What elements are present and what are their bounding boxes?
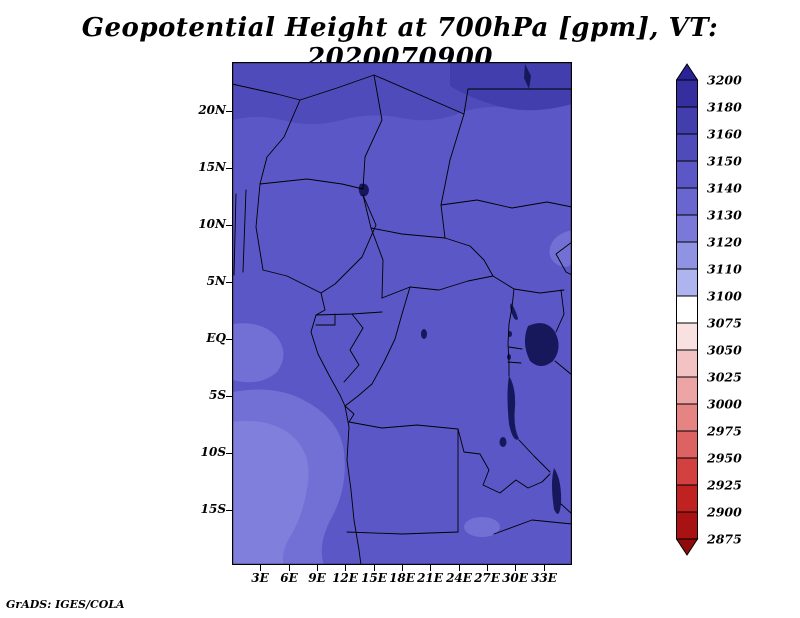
country-borders — [231, 74, 573, 566]
colorbar-segment — [676, 376, 698, 405]
colorbar-segment — [676, 79, 698, 108]
x-tick-mark — [430, 565, 432, 571]
map-svg — [231, 62, 573, 566]
colorbar-label-3100: 3100 — [707, 289, 742, 304]
plot-title: Geopotential Height at 700hPa [gpm], VT:… — [81, 13, 719, 73]
colorbar-label-2950: 2950 — [706, 451, 742, 466]
colorbar-label-3160: 3160 — [707, 127, 742, 142]
colorbar-segment — [676, 430, 698, 459]
y-tick-label-10S: 10S — [200, 445, 226, 459]
colorbar-segment — [676, 160, 698, 189]
field-northeast-dark — [450, 62, 572, 111]
x-tick-label-27E: 27E — [474, 571, 500, 585]
colorbar-label-3050: 3050 — [707, 343, 742, 358]
colorbar-segment — [676, 403, 698, 432]
colorbar-segment — [676, 214, 698, 243]
x-tick-label-18E: 18E — [389, 571, 415, 585]
colorbar-label-2925: 2925 — [706, 478, 742, 493]
map-frame — [232, 62, 572, 565]
colorbar-arrow-up — [675, 63, 699, 81]
lake-mweru — [499, 437, 507, 447]
x-tick-mark — [374, 565, 376, 571]
colorbar-label-3140: 3140 — [707, 181, 742, 196]
y-tick-mark — [226, 396, 232, 398]
colorbar-segment — [676, 322, 698, 351]
lake-chad — [358, 183, 369, 197]
y-tick-mark — [226, 282, 232, 284]
colorbar-segment — [676, 241, 698, 270]
colorbar-segment — [676, 268, 698, 297]
colorbar-label-3000: 3000 — [707, 397, 742, 412]
colorbar-segment — [676, 133, 698, 162]
x-tick-label-12E: 12E — [332, 571, 358, 585]
x-tick-mark — [289, 565, 291, 571]
x-tick-label-21E: 21E — [417, 571, 443, 585]
colorbar-label-3025: 3025 — [707, 370, 742, 385]
lake-mai-ndombe — [421, 329, 427, 339]
y-tick-label-10N: 10N — [198, 217, 226, 231]
map-area — [231, 62, 573, 566]
colorbar-segment — [676, 349, 698, 378]
colorbar-label-3075: 3075 — [707, 316, 742, 331]
colorbar-segment — [676, 511, 698, 540]
grads-credit: GrADS: IGES/COLA — [6, 598, 125, 611]
y-tick-mark — [226, 453, 232, 455]
lake-malawi — [552, 468, 562, 514]
colorbar: 3200 3180 3160 3150 3140 3130 3120 3110 3100 3075… — [675, 63, 766, 563]
field-light-south-central — [464, 517, 500, 537]
colorbar-label-2875: 2875 — [706, 532, 742, 547]
y-tick-label-5S: 5S — [208, 388, 226, 402]
colorbar-segment — [676, 295, 698, 324]
x-tick-mark — [260, 565, 262, 571]
y-tick-label-5N: 5N — [206, 274, 226, 288]
colorbar-label-3150: 3150 — [707, 154, 742, 169]
colorbar-label-2900: 2900 — [706, 505, 742, 520]
coastline — [262, 269, 362, 566]
x-tick-label-9E: 9E — [308, 571, 326, 585]
colorbar-arrow-down — [675, 538, 699, 556]
x-tick-mark — [402, 565, 404, 571]
colorbar-label-3180: 3180 — [707, 100, 742, 115]
y-tick-mark — [226, 225, 232, 227]
x-tick-label-33E: 33E — [531, 571, 557, 585]
lake-nasser — [524, 64, 531, 89]
y-tick-label-EQ: EQ — [206, 331, 226, 345]
field-lighter-southwest-core — [232, 420, 309, 565]
colorbar-segment — [676, 187, 698, 216]
colorbar-label-3120: 3120 — [707, 235, 742, 250]
colorbar-label-3130: 3130 — [707, 208, 742, 223]
y-tick-label-15N: 15N — [198, 160, 226, 174]
colorbar-segment — [676, 106, 698, 135]
x-tick-label-6E: 6E — [280, 571, 298, 585]
x-tick-label-30E: 30E — [502, 571, 528, 585]
x-tick-label-3E: 3E — [251, 571, 269, 585]
y-tick-label-20N: 20N — [198, 103, 226, 117]
x-tick-label-15E: 15E — [361, 571, 387, 585]
y-tick-mark — [226, 168, 232, 170]
lake-tanganyika — [507, 376, 519, 440]
y-tick-label-15S: 15S — [200, 502, 226, 516]
field-light-equator-coast — [232, 323, 284, 383]
x-tick-mark — [487, 565, 489, 571]
colorbar-label-3200: 3200 — [707, 73, 742, 88]
x-tick-label-24E: 24E — [446, 571, 472, 585]
colorbar-label-2975: 2975 — [706, 424, 742, 439]
colorbar-svg: 3200 3180 3160 3150 3140 3130 3120 3110 3100 3075… — [675, 63, 742, 556]
x-tick-mark — [317, 565, 319, 571]
y-tick-mark — [226, 111, 232, 113]
colorbar-segment — [676, 484, 698, 513]
y-tick-mark — [226, 339, 232, 341]
y-tick-mark — [226, 510, 232, 512]
colorbar-label-3110: 3110 — [707, 262, 742, 277]
x-tick-mark — [345, 565, 347, 571]
x-tick-mark — [544, 565, 546, 571]
field-light-east-edge — [549, 230, 572, 267]
x-tick-mark — [515, 565, 517, 571]
x-tick-mark — [459, 565, 461, 571]
colorbar-segment — [676, 457, 698, 486]
lake-victoria — [524, 323, 559, 366]
